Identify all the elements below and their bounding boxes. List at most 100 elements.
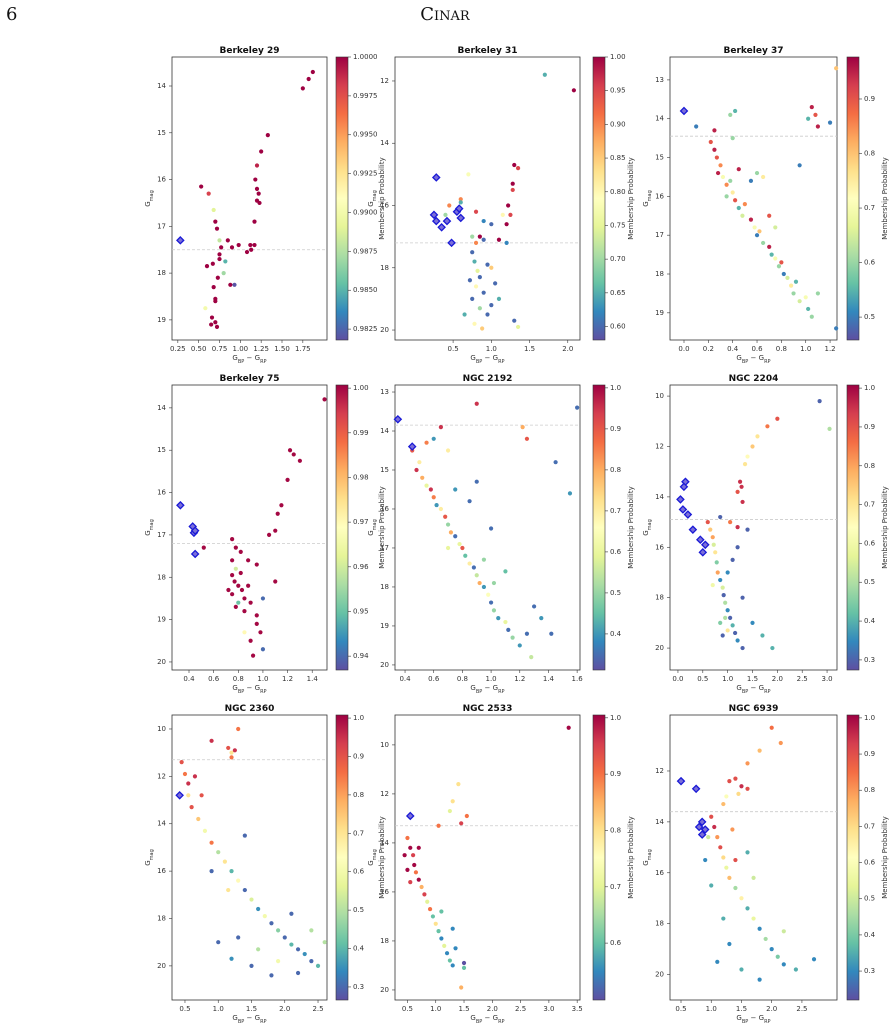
member-star bbox=[416, 845, 421, 850]
blue-straggler bbox=[429, 210, 439, 220]
member-star bbox=[260, 647, 266, 652]
x-tick-label: 1.0 bbox=[486, 675, 497, 683]
x-axis-label-part: − G bbox=[748, 354, 764, 362]
member-star bbox=[420, 475, 425, 480]
colorbar-tick-label: 1.0 bbox=[353, 714, 364, 722]
y-tick-label: 16 bbox=[380, 505, 389, 513]
member-star bbox=[745, 527, 750, 532]
member-star bbox=[725, 608, 730, 613]
colorbar-tick-label: 0.97 bbox=[353, 518, 369, 526]
member-star bbox=[815, 124, 820, 129]
member-star bbox=[733, 198, 738, 203]
member-star bbox=[503, 619, 508, 625]
member-star bbox=[728, 112, 733, 117]
member-star bbox=[740, 499, 745, 505]
colorbar-tick-label: 0.5 bbox=[610, 589, 621, 597]
member-star bbox=[230, 558, 235, 563]
plot-frame bbox=[171, 56, 328, 341]
member-star bbox=[477, 306, 482, 311]
y-axis-label: Gmag bbox=[367, 519, 378, 536]
y-tick-label: 17 bbox=[157, 531, 166, 539]
colorbar-tick-label: 0.9 bbox=[353, 752, 364, 760]
x-axis-label-part: − G bbox=[244, 1014, 260, 1022]
member-star bbox=[209, 322, 214, 327]
member-star bbox=[735, 545, 740, 550]
member-star bbox=[740, 213, 745, 218]
member-star bbox=[448, 530, 454, 535]
x-axis-label-part: RP bbox=[764, 1019, 771, 1025]
member-star bbox=[724, 865, 729, 870]
member-star bbox=[515, 166, 521, 171]
member-star bbox=[715, 170, 721, 176]
member-star bbox=[724, 194, 729, 199]
member-star bbox=[209, 738, 214, 743]
member-star bbox=[222, 859, 227, 864]
member-star bbox=[416, 877, 421, 882]
x-tick-label: 2.5 bbox=[312, 1005, 323, 1013]
x-tick-label: 0.6 bbox=[208, 675, 220, 683]
member-star bbox=[473, 209, 479, 214]
x-tick-label: 0.50 bbox=[191, 345, 207, 353]
member-star bbox=[213, 299, 218, 304]
x-tick-label: 2.0 bbox=[562, 345, 573, 353]
y-tick-label: 20 bbox=[157, 962, 166, 970]
member-star bbox=[470, 296, 475, 302]
y-tick-label: 15 bbox=[157, 446, 166, 454]
y-axis-label: Gmag bbox=[367, 849, 378, 866]
y-tick-label: 14 bbox=[380, 839, 389, 847]
plot-frame bbox=[669, 714, 838, 1001]
member-star bbox=[221, 271, 226, 276]
member-star bbox=[217, 238, 222, 243]
member-star bbox=[405, 867, 410, 872]
member-star bbox=[189, 805, 194, 810]
member-star bbox=[725, 570, 730, 575]
plot-frame bbox=[394, 384, 581, 671]
colorbar-tick-label: 0.96 bbox=[353, 563, 369, 571]
colorbar-tick-label: 0.9 bbox=[864, 423, 875, 431]
colorbar-tick-label: 0.7 bbox=[864, 822, 875, 830]
member-star bbox=[273, 579, 278, 584]
chart-title: Berkeley 75 bbox=[220, 374, 280, 384]
x-axis-label-part: G bbox=[232, 354, 237, 362]
colorbar-label: Membership Probability bbox=[627, 816, 635, 899]
chart-title: NGC 2533 bbox=[463, 704, 513, 714]
member-star bbox=[750, 444, 755, 449]
member-star bbox=[276, 928, 281, 933]
member-star bbox=[730, 190, 735, 195]
member-star bbox=[775, 416, 780, 421]
member-star bbox=[182, 771, 188, 777]
member-star bbox=[736, 205, 741, 211]
x-axis-label-part: BP bbox=[238, 1019, 244, 1025]
x-tick-label: 0.0 bbox=[678, 345, 689, 353]
x-axis-label-part: BP bbox=[476, 359, 482, 365]
x-tick-label: 2.5 bbox=[797, 675, 808, 683]
member-star bbox=[186, 793, 191, 798]
member-star bbox=[748, 217, 754, 222]
member-star bbox=[442, 943, 447, 948]
colorbar-tick-label: 0.8 bbox=[353, 791, 364, 799]
y-axis-label-part: G bbox=[144, 530, 152, 535]
member-star bbox=[259, 149, 264, 154]
y-axis-label-part: mag bbox=[647, 849, 653, 860]
member-star bbox=[215, 275, 220, 280]
x-axis-label-part: BP bbox=[742, 689, 748, 695]
colorbar-tick-label: 0.8 bbox=[864, 462, 875, 470]
member-star bbox=[223, 259, 228, 264]
member-star bbox=[803, 295, 808, 300]
colorbar-tick-label: 0.75 bbox=[610, 221, 626, 229]
y-tick-label: 13 bbox=[380, 388, 389, 396]
member-star bbox=[721, 593, 726, 598]
y-axis-label-part: G bbox=[367, 201, 375, 206]
member-star bbox=[424, 483, 429, 488]
member-star bbox=[496, 296, 502, 302]
colorbar-tick-label: 0.80 bbox=[610, 188, 626, 196]
member-star bbox=[712, 824, 717, 830]
y-axis-label-part: mag bbox=[372, 849, 378, 860]
colorbar bbox=[592, 384, 606, 671]
member-star bbox=[287, 448, 293, 453]
member-star bbox=[757, 229, 762, 234]
member-star bbox=[470, 250, 475, 255]
y-tick-label: 15 bbox=[655, 154, 664, 162]
member-star bbox=[781, 962, 786, 967]
colorbar-tick-label: 0.9950 bbox=[353, 131, 378, 139]
